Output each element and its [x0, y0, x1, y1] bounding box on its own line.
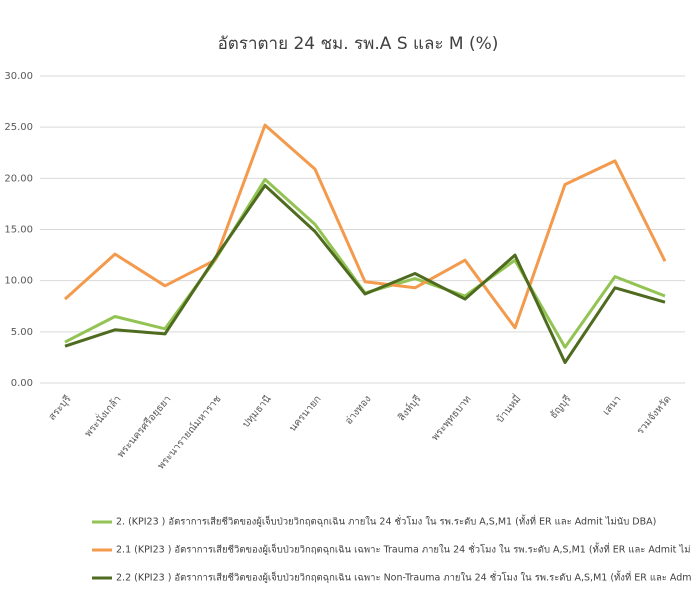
x-tick-label: รวมจังหวัด [635, 394, 674, 437]
series-line [64, 177, 666, 349]
y-tick-label: 25.00 [4, 122, 33, 133]
y-tick-label: 5.00 [11, 327, 33, 338]
series-line [63, 123, 667, 330]
legend-label: 2. (KPI23 ) อัตราการเสียชีวิตของผู้เจ็บป… [116, 515, 656, 528]
x-tick-label: พระพุทธบาท [430, 394, 474, 443]
x-tick-label: สระบุรี [46, 393, 74, 423]
y-tick-label: 15.00 [4, 225, 33, 236]
y-tick-label: 10.00 [4, 276, 33, 287]
legend-label: 2.1 (KPI23 ) อัตราการเสียชีวิตของผู้เจ็บ… [116, 543, 691, 556]
x-tick-label: ธัญบุรี [547, 393, 574, 421]
legend-label: 2.2 (KPI23 ) อัตราการเสียชีวิตของผู้เจ็บ… [116, 571, 691, 584]
x-tick-label: นครนายก [287, 394, 323, 434]
series-line [64, 184, 666, 364]
x-tick-label: พระนั่งเกล้า [81, 392, 124, 440]
x-tick-label: พระนครศรีอยุธยา [115, 393, 174, 460]
chart-title: อัตราตาย 24 ชม. รพ.A S และ M (%) [218, 34, 499, 54]
y-tick-label: 0.00 [11, 378, 33, 389]
y-tick-label: 30.00 [4, 71, 33, 82]
x-tick-label: สิงห์บุรี [396, 393, 424, 424]
x-tick-label: ปทุมธานี [240, 393, 274, 430]
x-tick-label: เสนา [601, 394, 624, 418]
y-tick-label: 20.00 [4, 173, 33, 184]
x-tick-label: บ้านหมี่ [492, 392, 523, 426]
x-tick-label: อ่างทอง [343, 394, 373, 427]
